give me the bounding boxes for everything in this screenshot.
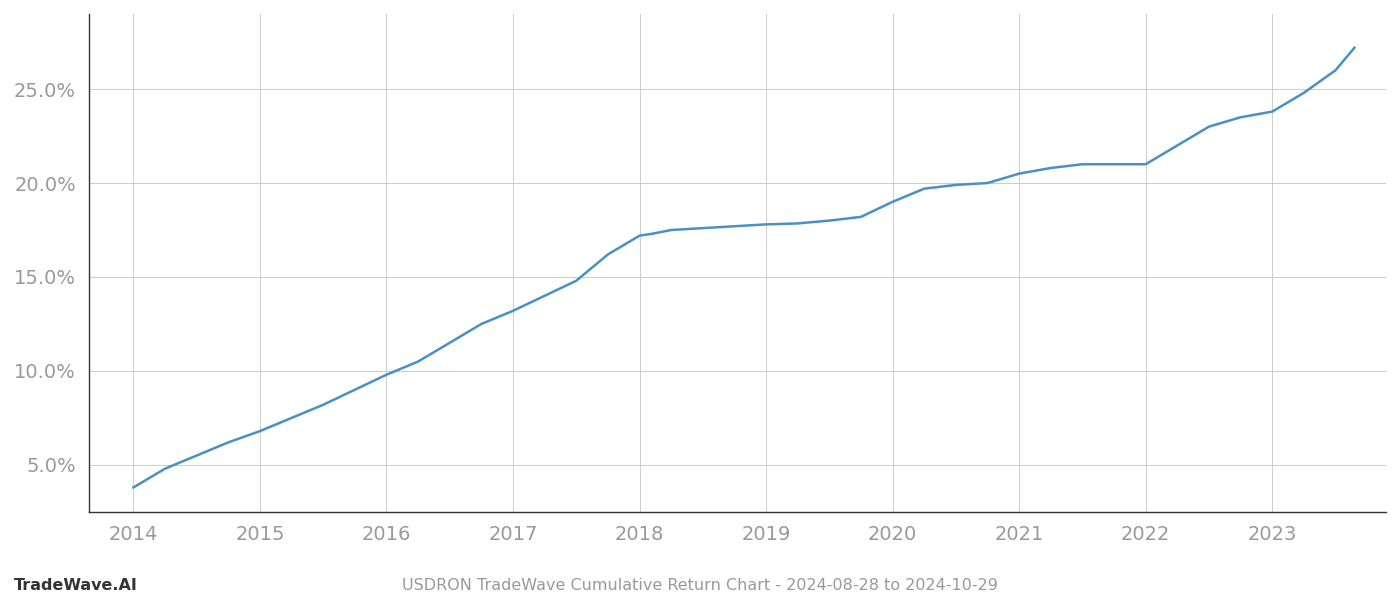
Text: TradeWave.AI: TradeWave.AI (14, 578, 137, 593)
Text: USDRON TradeWave Cumulative Return Chart - 2024-08-28 to 2024-10-29: USDRON TradeWave Cumulative Return Chart… (402, 578, 998, 593)
